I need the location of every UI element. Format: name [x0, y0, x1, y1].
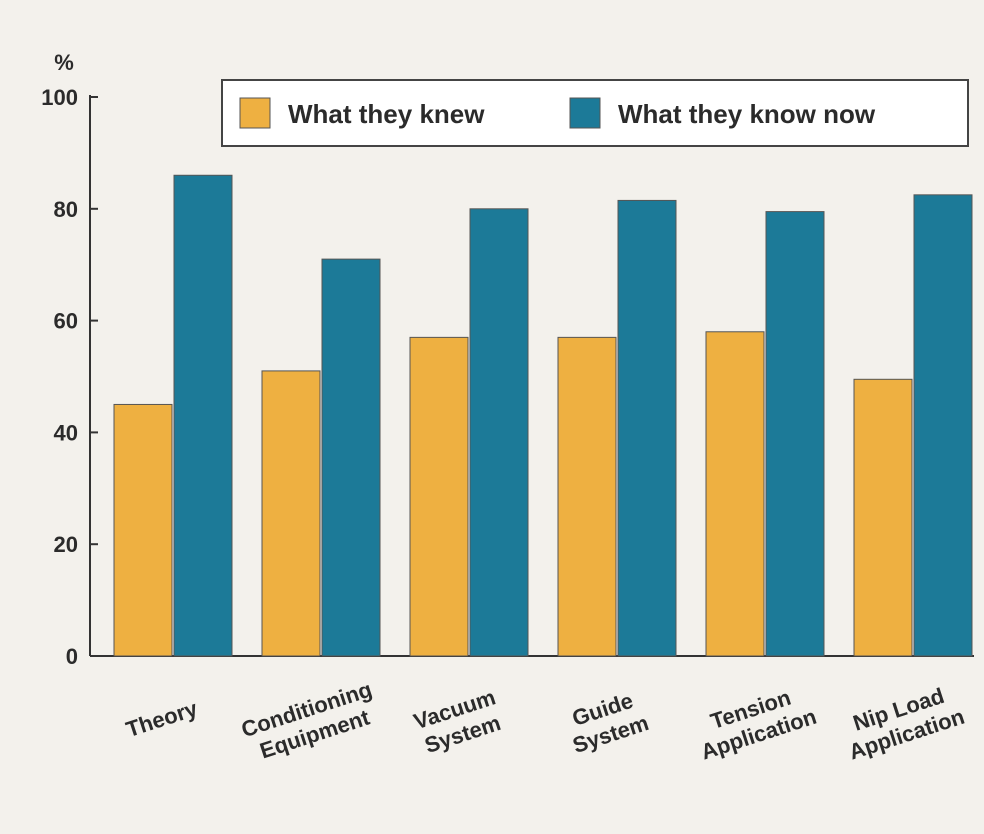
- bar-knew: [705, 331, 765, 657]
- legend: What they knew What they know now: [221, 79, 969, 147]
- axes: [89, 95, 974, 657]
- bar-know-now: [469, 208, 529, 657]
- x-category-label: ConditioningEquipment: [238, 677, 383, 767]
- category-label-line: Theory: [123, 695, 201, 742]
- bar-knew: [113, 403, 173, 657]
- bar-know-now: [765, 211, 825, 657]
- y-tick-label: 0: [66, 644, 78, 669]
- legend-swatch: [239, 97, 271, 129]
- bar-knew: [853, 378, 913, 657]
- y-unit-label: %: [54, 50, 74, 75]
- bars: [113, 174, 973, 657]
- y-tick-label: 40: [54, 420, 78, 445]
- x-category-label: TensionApplication: [690, 679, 820, 765]
- bar-knew: [261, 370, 321, 657]
- legend-label: What they knew: [288, 99, 485, 129]
- bar-know-now: [617, 199, 677, 657]
- y-tick-label: 100: [41, 85, 78, 110]
- bar-know-now: [173, 174, 233, 657]
- bar-know-now: [321, 258, 381, 657]
- y-tick-label: 20: [54, 532, 78, 557]
- bar-knew: [557, 336, 617, 657]
- bar-know-now: [913, 194, 973, 657]
- legend-label: What they know now: [618, 99, 876, 129]
- legend-swatch: [569, 97, 601, 129]
- x-category-label: Theory: [123, 695, 201, 742]
- x-category-label: GuideSystem: [562, 685, 652, 758]
- bar-knew: [409, 336, 469, 657]
- y-tick-label: 60: [54, 309, 78, 334]
- y-tick-label: 80: [54, 197, 78, 222]
- x-category-label: Nip LoadApplication: [838, 679, 968, 765]
- x-category-label: VacuumSystem: [411, 684, 507, 759]
